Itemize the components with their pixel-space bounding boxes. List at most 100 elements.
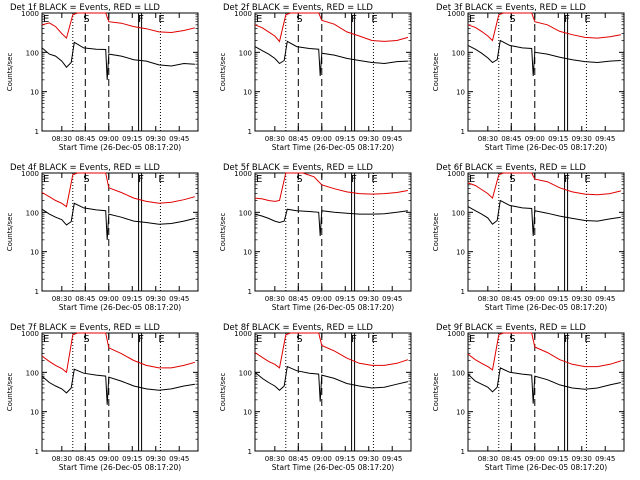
y-axis-label: Counts/sec xyxy=(6,53,14,92)
x-tick-label: 08:30 xyxy=(478,295,498,303)
marker-label: F xyxy=(564,14,570,25)
marker-label: S xyxy=(83,174,89,185)
marker-label: E xyxy=(584,14,590,25)
panel-title: Det 9f BLACK = Events, RED = LLD xyxy=(436,323,586,333)
detector-panel-9: Det 9f BLACK = Events, RED = LLD 1 10 100 10… xyxy=(432,323,625,472)
lld-series-line xyxy=(467,172,622,200)
marker-label: E xyxy=(158,334,164,345)
y-tick-label: 1000 xyxy=(234,330,252,338)
x-tick-label: 08:45 xyxy=(75,455,95,463)
x-tick-label: 09:15 xyxy=(335,135,355,143)
y-tick-label: 10 xyxy=(243,409,252,417)
x-tick-label: 08:45 xyxy=(288,135,308,143)
detector-panel-7: Det 7f BLACK = Events, RED = LLD 1 10 100 10… xyxy=(6,323,199,472)
y-axis-label: Counts/sec xyxy=(432,213,440,252)
marker-label: E xyxy=(371,14,377,25)
panel-title: Det 4f BLACK = Events, RED = LLD xyxy=(10,163,160,173)
plot-frame xyxy=(254,12,412,132)
x-tick-label: 08:45 xyxy=(75,135,95,143)
y-tick-label: 100 xyxy=(239,49,252,57)
y-tick-label: 1 xyxy=(461,128,465,136)
y-tick-label: 10 xyxy=(456,249,465,257)
y-tick-label: 1 xyxy=(461,288,465,296)
panel-title: Det 7f BLACK = Events, RED = LLD xyxy=(10,323,160,333)
panel-title: Det 5f BLACK = Events, RED = LLD xyxy=(223,163,373,173)
detector-panel-4: Det 4f BLACK = Events, RED = LLD 1 10 100 10… xyxy=(6,163,199,312)
x-axis-label: Start Time (26-Dec-05 08:17:20) xyxy=(272,463,394,472)
x-tick-label: 08:30 xyxy=(478,455,498,463)
marker-label: S xyxy=(296,174,302,185)
y-tick-label: 1 xyxy=(35,448,39,456)
y-tick-label: 1 xyxy=(248,448,252,456)
marker-label: F xyxy=(564,174,570,185)
detector-panel-2: Det 2f BLACK = Events, RED = LLD 1 10 100 10… xyxy=(219,3,412,152)
x-tick-label: 09:15 xyxy=(335,455,355,463)
y-tick-label: 100 xyxy=(26,369,39,377)
lld-series-line xyxy=(467,12,621,42)
x-tick-label: 09:30 xyxy=(146,295,166,303)
y-axis-label: Counts/sec xyxy=(432,373,440,412)
marker-label: F xyxy=(138,14,144,25)
lld-series-line xyxy=(467,332,622,371)
marker-label: E xyxy=(256,14,262,25)
x-tick-label: 09:00 xyxy=(99,135,119,143)
events-series-line xyxy=(467,39,621,77)
y-tick-label: 100 xyxy=(452,209,465,217)
events-series-line xyxy=(41,41,195,80)
y-tick-label: 100 xyxy=(239,209,252,217)
x-tick-label: 09:45 xyxy=(595,295,615,303)
x-axis-label: Start Time (26-Dec-05 08:17:20) xyxy=(485,303,607,312)
x-tick-label: 08:30 xyxy=(265,455,285,463)
detector-panel-1: Det 1f BLACK = Events, RED = LLD 1 10 100 10… xyxy=(6,3,199,152)
marker-label: S xyxy=(509,174,515,185)
marker-label: E xyxy=(584,334,590,345)
lld-series-line xyxy=(41,172,196,208)
marker-label: E xyxy=(371,334,377,345)
x-tick-label: 09:45 xyxy=(382,455,402,463)
x-axis-label: Start Time (26-Dec-05 08:17:20) xyxy=(59,463,181,472)
marker-label: S xyxy=(296,334,302,345)
marker-label: E xyxy=(469,334,475,345)
y-axis-label: Counts/sec xyxy=(432,53,440,92)
y-tick-label: 1 xyxy=(248,128,252,136)
x-tick-label: 09:00 xyxy=(312,135,332,143)
x-tick-label: 09:45 xyxy=(169,455,189,463)
y-axis-label: Counts/sec xyxy=(219,213,227,252)
x-tick-label: 09:30 xyxy=(146,135,166,143)
events-series-line xyxy=(41,202,196,240)
y-axis-label: Counts/sec xyxy=(6,373,14,412)
x-tick-label: 09:30 xyxy=(572,295,592,303)
y-tick-label: 1000 xyxy=(234,170,252,178)
marker-label: F xyxy=(351,334,357,345)
x-tick-label: 09:15 xyxy=(548,135,568,143)
plot-frame xyxy=(467,12,625,132)
y-axis-label: Counts/sec xyxy=(6,213,14,252)
x-tick-label: 09:00 xyxy=(525,295,545,303)
x-tick-label: 09:00 xyxy=(312,295,332,303)
x-axis-label: Start Time (26-Dec-05 08:17:20) xyxy=(485,463,607,472)
x-axis-label: Start Time (26-Dec-05 08:17:20) xyxy=(272,303,394,312)
plot-frame xyxy=(467,172,625,292)
y-tick-label: 100 xyxy=(26,49,39,57)
panel-title: Det 3f BLACK = Events, RED = LLD xyxy=(436,3,586,13)
y-tick-label: 100 xyxy=(26,209,39,217)
x-tick-label: 09:45 xyxy=(595,455,615,463)
y-tick-label: 1 xyxy=(35,288,39,296)
y-tick-label: 1 xyxy=(35,128,39,136)
events-series-line xyxy=(467,367,622,404)
x-tick-label: 09:45 xyxy=(169,135,189,143)
x-tick-label: 09:45 xyxy=(382,135,402,143)
plot-frame xyxy=(254,172,412,292)
y-tick-label: 1000 xyxy=(447,10,465,18)
x-tick-label: 09:00 xyxy=(525,455,545,463)
y-tick-label: 1000 xyxy=(447,330,465,338)
y-tick-label: 1000 xyxy=(21,330,39,338)
x-tick-label: 09:45 xyxy=(595,135,615,143)
x-tick-label: 08:30 xyxy=(265,135,285,143)
x-tick-label: 09:15 xyxy=(335,295,355,303)
x-tick-label: 08:30 xyxy=(52,295,72,303)
y-tick-label: 10 xyxy=(456,89,465,97)
marker-label: E xyxy=(584,174,590,185)
y-tick-label: 1000 xyxy=(447,170,465,178)
y-tick-label: 1000 xyxy=(21,10,39,18)
